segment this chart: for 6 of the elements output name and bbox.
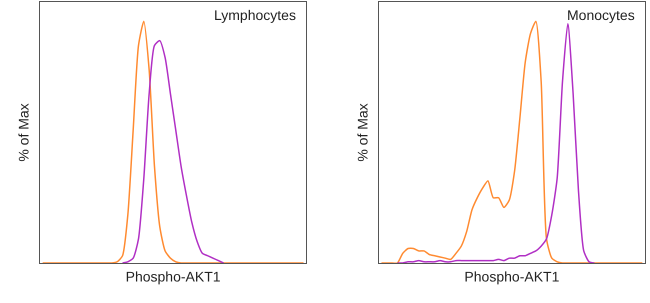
y-axis-title: % of Max — [354, 103, 370, 162]
x-axis-title: Phospho-AKT1 — [464, 268, 560, 284]
x-axis-title: Phospho-AKT1 — [126, 268, 221, 284]
y-axis-title: % of Max — [16, 103, 32, 162]
chart-title: Lymphocytes — [214, 7, 296, 23]
chart-title: Monocytes — [567, 7, 635, 23]
